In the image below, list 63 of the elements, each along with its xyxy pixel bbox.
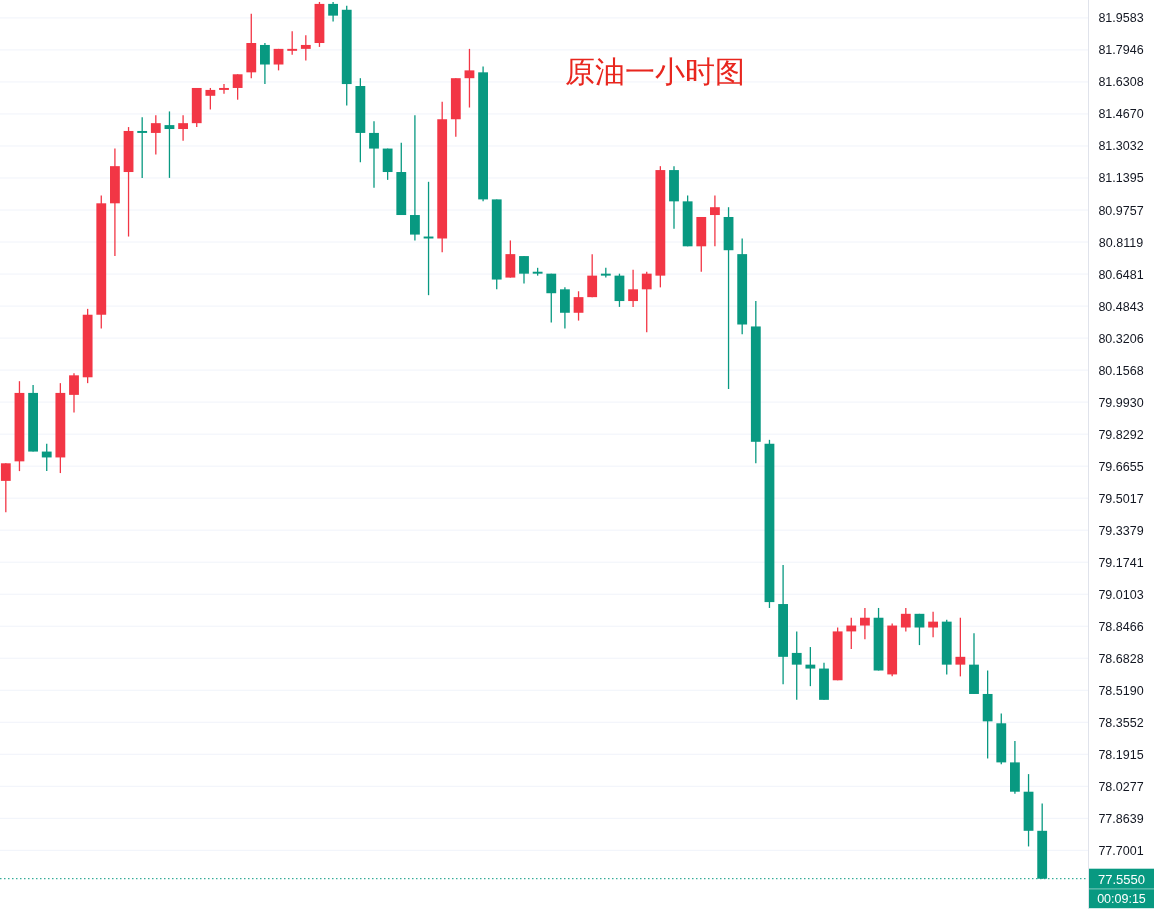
candlestick xyxy=(164,110,175,179)
y-tick-label: 80.3206 xyxy=(1098,331,1144,346)
candlestick xyxy=(137,116,148,179)
candlestick xyxy=(587,253,598,298)
candlestick xyxy=(900,607,911,633)
y-tick-label: 78.5190 xyxy=(1098,683,1144,698)
y-tick-label: 78.6828 xyxy=(1098,651,1144,666)
candlestick xyxy=(560,286,570,330)
y-tick-label: 79.1741 xyxy=(1098,555,1144,570)
y-tick-label: 78.3552 xyxy=(1098,715,1144,730)
candlestick xyxy=(410,114,420,242)
y-tick-label: 81.3032 xyxy=(1098,139,1144,154)
candlestick xyxy=(505,239,516,279)
candlestick xyxy=(287,30,298,56)
candlestick xyxy=(519,255,529,285)
y-tick-label: 80.6481 xyxy=(1098,267,1144,282)
candlestick xyxy=(464,48,475,109)
ref-line-label: 77.5550 xyxy=(1098,871,1145,887)
candlestick xyxy=(546,273,557,324)
y-tick-label: 78.1915 xyxy=(1098,747,1144,762)
y-tick-label: 78.8466 xyxy=(1098,619,1144,634)
candlestick xyxy=(260,42,270,85)
candlestick xyxy=(710,194,720,247)
candlestick xyxy=(573,290,584,322)
candlestick xyxy=(955,617,966,678)
candlestick xyxy=(369,120,379,189)
candlestick xyxy=(300,34,311,62)
text: 00:09:15 xyxy=(1097,892,1146,907)
candlestick xyxy=(805,646,816,687)
candlestick xyxy=(928,611,938,638)
y-tick-label: 81.1395 xyxy=(1098,171,1144,186)
y-tick-label: 80.9757 xyxy=(1098,203,1144,218)
y-tick-label: 79.8292 xyxy=(1098,427,1144,442)
candlestick xyxy=(914,613,925,646)
candlestick xyxy=(219,83,229,95)
candlestick xyxy=(382,147,393,181)
y-tick-label: 81.7946 xyxy=(1098,43,1144,58)
y-tick-label: 78.0277 xyxy=(1098,779,1144,794)
candlestick xyxy=(791,630,802,701)
y-tick-label: 77.8639 xyxy=(1098,811,1144,826)
candlestick xyxy=(628,269,638,308)
y-tick-label: 79.3379 xyxy=(1098,523,1144,538)
candlestick xyxy=(641,271,652,333)
y-tick-label: 81.9583 xyxy=(1098,11,1144,26)
y-tick-label: 77.7001 xyxy=(1098,843,1144,858)
y-tick-label: 79.0103 xyxy=(1098,587,1144,602)
candlestick xyxy=(232,73,243,101)
y-tick-label: 79.5017 xyxy=(1098,491,1144,506)
y-tick-label: 81.4670 xyxy=(1098,107,1144,122)
y-tick-label: 80.1568 xyxy=(1098,363,1144,378)
candlestick xyxy=(860,607,870,640)
y-tick-label: 79.9930 xyxy=(1098,395,1144,410)
y-tick-label: 79.6655 xyxy=(1098,459,1144,474)
candlestick xyxy=(0,462,11,513)
candlestick xyxy=(150,114,161,156)
candlestick xyxy=(328,1,338,23)
candlestick xyxy=(205,87,216,111)
candlestick xyxy=(69,372,79,414)
y-tick-label: 80.8119 xyxy=(1098,235,1144,250)
candlestick xyxy=(178,114,188,142)
text: 原油一小时图 xyxy=(565,55,745,88)
y-tick-label: 81.6308 xyxy=(1098,75,1144,90)
y-tick-label: 80.4843 xyxy=(1098,299,1144,314)
